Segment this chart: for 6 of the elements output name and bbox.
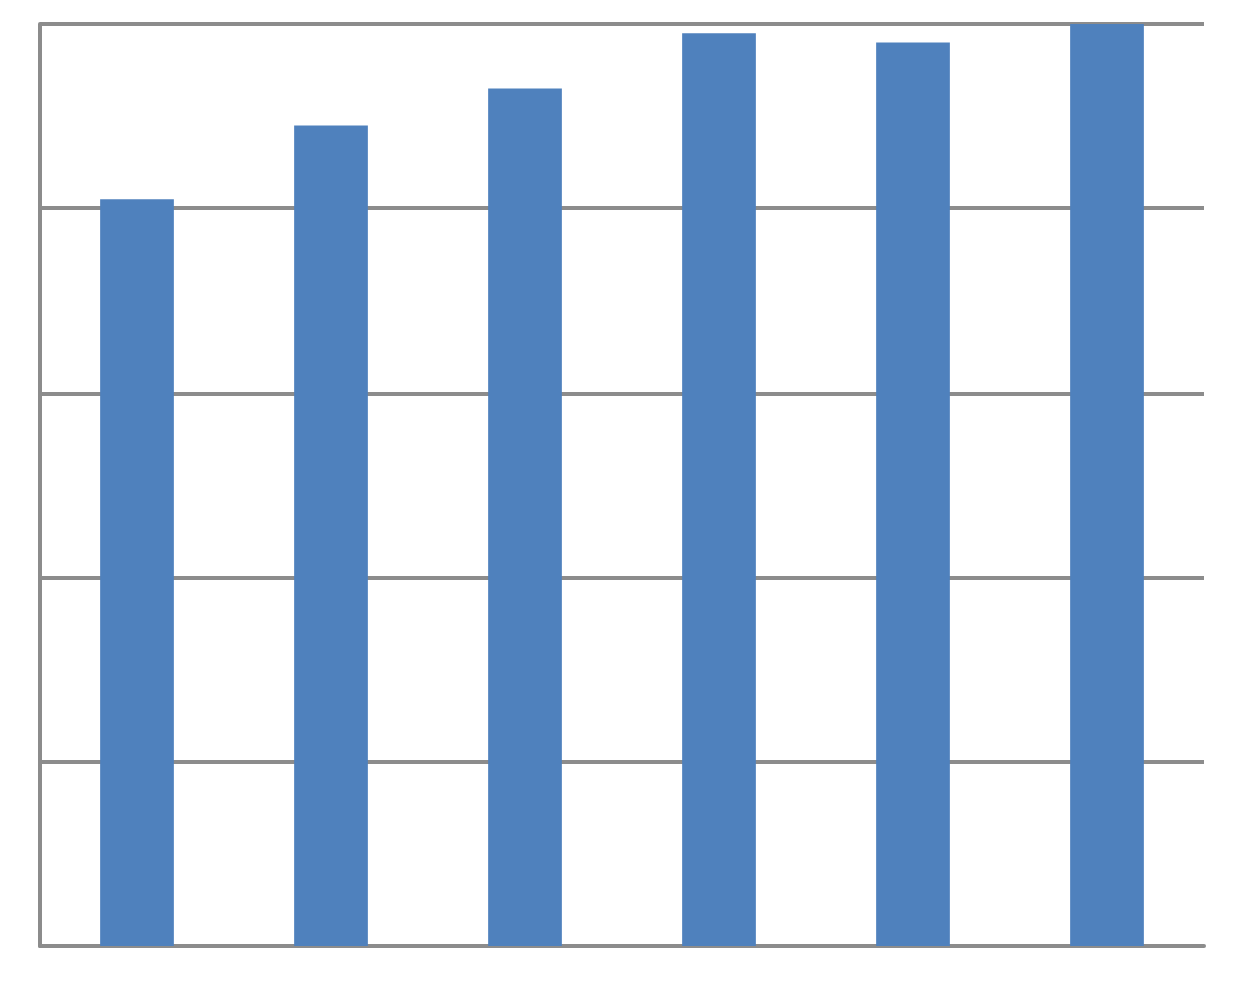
bar <box>876 42 950 946</box>
bar <box>488 88 562 946</box>
bar <box>1070 24 1144 946</box>
bar <box>682 33 756 946</box>
bar <box>294 125 368 946</box>
bar <box>100 199 174 946</box>
